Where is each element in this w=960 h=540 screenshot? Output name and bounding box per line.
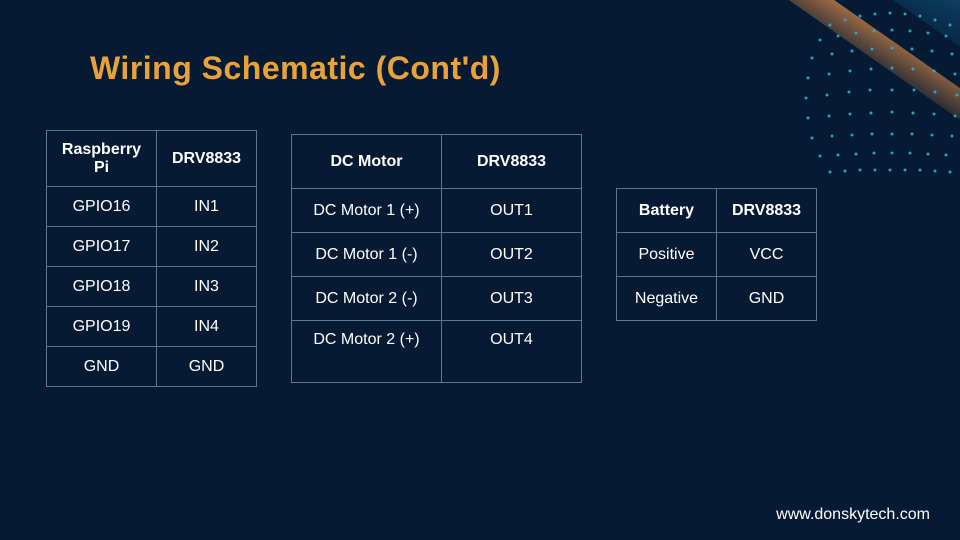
cell: OUT2 (442, 233, 582, 277)
table-row: NegativeGND (617, 277, 817, 321)
cell: OUT4 (442, 321, 582, 383)
table-row: GPIO16IN1 (47, 187, 257, 227)
page-title: Wiring Schematic (Cont'd) (90, 50, 501, 87)
cell: GPIO19 (47, 307, 157, 347)
cell: Negative (617, 277, 717, 321)
cell: IN3 (157, 267, 257, 307)
table-row: DC Motor 1 (+)OUT1 (292, 189, 582, 233)
cell: GPIO17 (47, 227, 157, 267)
cell: DC Motor 2 (-) (292, 277, 442, 321)
col-header: Battery (617, 189, 717, 233)
footer-url: www.donskytech.com (776, 506, 930, 524)
table-raspberry-pi: Raspberry Pi DRV8833 GPIO16IN1 GPIO17IN2… (46, 130, 257, 387)
cell: VCC (717, 233, 817, 277)
col-header: DRV8833 (442, 135, 582, 189)
col-header: DRV8833 (157, 131, 257, 187)
table-row: DC Motor 2 (+)OUT4 (292, 321, 582, 383)
col-header: Raspberry Pi (47, 131, 157, 187)
table-battery: Battery DRV8833 PositiveVCC NegativeGND (616, 188, 817, 321)
cell: GND (157, 347, 257, 387)
cell: GND (47, 347, 157, 387)
table-row: GPIO18IN3 (47, 267, 257, 307)
cell: Positive (617, 233, 717, 277)
table-dc-motor: DC Motor DRV8833 DC Motor 1 (+)OUT1 DC M… (291, 134, 582, 383)
table-row: DC Motor 2 (-)OUT3 (292, 277, 582, 321)
cell: DC Motor 1 (+) (292, 189, 442, 233)
cell: GND (717, 277, 817, 321)
tables-container: Raspberry Pi DRV8833 GPIO16IN1 GPIO17IN2… (46, 130, 914, 387)
table-row: GPIO19IN4 (47, 307, 257, 347)
cell: DC Motor 1 (-) (292, 233, 442, 277)
cell: IN2 (157, 227, 257, 267)
cell: IN1 (157, 187, 257, 227)
cell: GPIO16 (47, 187, 157, 227)
cell: IN4 (157, 307, 257, 347)
col-header: DC Motor (292, 135, 442, 189)
table-row: GPIO17IN2 (47, 227, 257, 267)
cell: OUT1 (442, 189, 582, 233)
table-row: PositiveVCC (617, 233, 817, 277)
table-row: DC Motor 1 (-)OUT2 (292, 233, 582, 277)
cell: GPIO18 (47, 267, 157, 307)
table-row: GNDGND (47, 347, 257, 387)
cell: OUT3 (442, 277, 582, 321)
col-header: DRV8833 (717, 189, 817, 233)
cell: DC Motor 2 (+) (292, 321, 442, 383)
